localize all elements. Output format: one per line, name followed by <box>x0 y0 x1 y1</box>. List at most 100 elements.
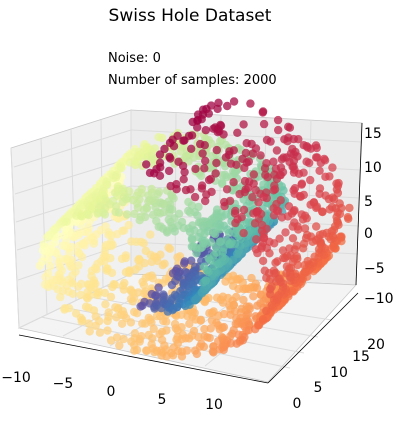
scatter-point <box>65 248 74 257</box>
scatter-point <box>119 334 128 344</box>
scatter-point <box>177 352 187 361</box>
scatter-point <box>117 254 127 263</box>
scatter-point <box>212 158 221 168</box>
scatter-point <box>226 159 236 168</box>
scatter-point <box>130 209 139 219</box>
scatter-point <box>272 174 282 184</box>
scatter-point <box>265 249 274 258</box>
scatter-point <box>77 212 87 221</box>
scatter-point <box>62 217 71 226</box>
scatter-point <box>74 261 83 270</box>
scatter-point <box>83 294 92 303</box>
scatter-point <box>125 187 134 196</box>
scatter-point <box>150 304 159 313</box>
scatter-point <box>122 210 132 219</box>
scatter-point <box>146 230 155 239</box>
scatter-point <box>184 334 194 343</box>
scatter-point <box>221 277 230 286</box>
scatter-point <box>199 342 209 351</box>
scatter-point <box>147 318 156 327</box>
scatter-point <box>289 168 299 177</box>
scatter-point <box>258 108 267 117</box>
scatter-point <box>191 296 200 305</box>
scatter-point <box>119 285 128 294</box>
scatter-point <box>277 155 286 164</box>
scatter-point <box>158 261 167 270</box>
scatter-point <box>164 166 174 176</box>
scatter-point <box>202 190 211 199</box>
scatter-point <box>179 136 188 145</box>
scatter-point <box>269 204 278 213</box>
scatter-point <box>315 189 324 199</box>
scatter-point <box>85 327 94 336</box>
scatter-point <box>103 326 112 335</box>
scatter-point <box>179 223 188 233</box>
scatter-point <box>233 128 242 137</box>
scatter-point <box>204 254 213 263</box>
scatter-point <box>74 241 83 251</box>
scatter-point <box>180 167 189 177</box>
scatter-point <box>100 210 110 219</box>
scatter-point <box>162 352 171 361</box>
scatter-point <box>282 262 292 271</box>
scatter-point <box>260 266 269 275</box>
z-tick-label: 15 <box>364 126 382 142</box>
scatter-point <box>179 175 188 184</box>
scatter-point <box>117 163 126 173</box>
scatter-point <box>103 316 112 326</box>
z-ticks: −10 −5 0 5 10 15 <box>364 126 394 307</box>
y-tick-label: 0 <box>293 396 302 412</box>
scatter-point <box>155 150 165 159</box>
scatter-point <box>200 297 210 307</box>
x-axis-line <box>18 334 269 384</box>
scatter-point <box>213 104 222 114</box>
scatter-point <box>247 273 256 283</box>
scatter-point <box>61 254 70 264</box>
scatter-point <box>41 272 50 282</box>
scatter-point <box>138 319 147 328</box>
scatter-point <box>310 252 319 261</box>
scatter-point <box>248 149 258 158</box>
y-tick-label: 5 <box>314 380 323 396</box>
scatter-point <box>316 158 325 168</box>
scatter-point <box>155 171 165 180</box>
scatter-point <box>173 253 182 262</box>
scatter-point <box>76 290 85 300</box>
scatter-point <box>135 216 144 225</box>
scatter-point <box>273 115 283 125</box>
scatter-point <box>201 196 210 206</box>
scatter-point <box>112 313 121 322</box>
scatter-point <box>212 145 221 155</box>
scatter-point <box>101 300 110 309</box>
scatter-point <box>223 101 232 111</box>
scatter-point <box>252 235 261 244</box>
scatter-point <box>163 307 172 316</box>
scatter-point <box>192 349 202 359</box>
scatter-point <box>85 217 94 226</box>
chart-title: Swiss Hole Dataset <box>108 6 272 26</box>
scatter-point <box>162 228 172 237</box>
scatter-point <box>271 258 280 267</box>
scatter-point <box>181 185 191 195</box>
scatter-point <box>157 304 166 313</box>
scatter-point <box>139 205 149 215</box>
scatter-point <box>221 153 231 162</box>
scatter-point <box>66 262 76 271</box>
scatter-point <box>77 317 86 326</box>
scatter-point <box>185 300 194 309</box>
grid-line <box>130 129 363 143</box>
scatter-point <box>56 292 65 302</box>
scatter-point <box>130 346 139 355</box>
scatter-point <box>285 123 295 132</box>
scatter-point <box>298 244 308 253</box>
scatter-point <box>288 222 297 231</box>
scatter-point <box>258 256 268 266</box>
scatter-point <box>127 237 136 246</box>
scatter-point <box>235 189 244 199</box>
scatter-point <box>312 222 321 231</box>
scatter-point <box>154 283 163 292</box>
scatter-point <box>104 230 113 239</box>
scatter-point <box>288 234 298 243</box>
noise-annotation: Noise: 0 <box>108 51 161 66</box>
